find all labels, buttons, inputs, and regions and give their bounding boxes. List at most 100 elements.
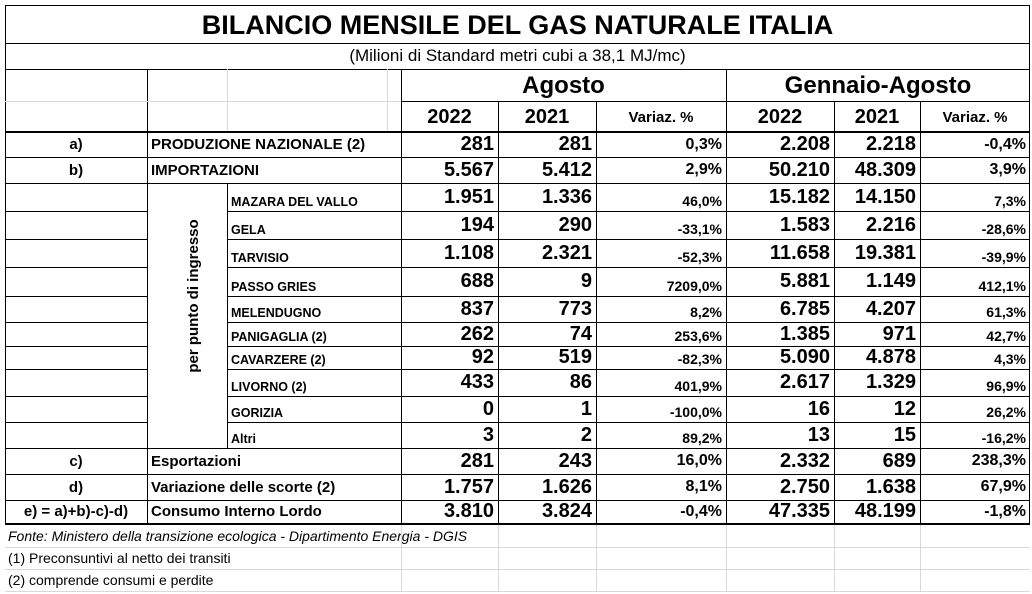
col-border (401, 69, 402, 523)
sheet-gridline (920, 525, 921, 591)
row-border (5, 369, 147, 370)
value-ytd-2022: 5.881 (779, 270, 830, 292)
value-ytd-2021: 2.216 (865, 213, 916, 236)
row-label: PASSO GRIES (231, 280, 317, 294)
value-month-2022: 281 (460, 133, 494, 155)
value-ytd-variation: -0,4% (984, 135, 1026, 153)
table-border (5, 5, 6, 523)
row-border (5, 267, 147, 268)
value-ytd-2021: 15 (893, 423, 916, 446)
value-ytd-2022: 1.385 (779, 322, 830, 345)
value-ytd-variation: 4,3% (994, 351, 1026, 367)
row-border (5, 322, 147, 323)
value-ytd-2021: 1.638 (865, 475, 916, 498)
row-border (227, 239, 1030, 240)
value-ytd-2021: 2.218 (865, 133, 916, 155)
value-month-2022: 1.108 (443, 241, 494, 264)
value-ytd-variation: 238,3% (971, 452, 1026, 469)
sheet-gridline (5, 569, 1030, 570)
value-month-2021: 773 (558, 297, 592, 320)
footnote-source: Fonte: Ministero della transizione ecolo… (8, 528, 468, 544)
value-month-2022: 3.810 (443, 500, 494, 522)
table-border (5, 5, 1030, 6)
value-month-variation: -52,3% (677, 249, 722, 265)
value-month-2021: 1 (580, 397, 592, 420)
row-label: PANIGAGLIA (2) (231, 330, 327, 344)
col-border (596, 101, 597, 523)
col-month-2021: 2021 (524, 105, 570, 128)
row-border (5, 396, 147, 397)
row-border (227, 211, 1030, 212)
value-ytd-variation: 26,2% (986, 404, 1026, 420)
col-border (498, 101, 499, 523)
col-border (147, 69, 148, 523)
value-month-variation: -0,4% (680, 502, 722, 520)
row-border (5, 296, 147, 297)
value-ytd-variation: -16,2% (981, 430, 1026, 446)
value-month-2021: 519 (558, 346, 592, 368)
sheet-gridline (498, 525, 499, 591)
col-ytd-2022: 2022 (757, 105, 803, 128)
period-ytd-header: Gennaio-Agosto (784, 72, 972, 99)
row-label: GORIZIA (231, 406, 284, 420)
value-month-variation: 89,2% (682, 430, 722, 446)
value-ytd-2022: 2.208 (779, 133, 830, 155)
row-label: CAVARZERE (2) (231, 353, 326, 367)
value-month-2021: 86 (569, 371, 592, 393)
value-ytd-2022: 15.182 (768, 185, 830, 208)
table-border (5, 43, 1030, 44)
value-month-2022: 688 (460, 270, 494, 292)
row-code: d) (68, 478, 84, 496)
value-month-variation: 0,3% (685, 135, 722, 153)
row-label: TARVISIO (231, 251, 289, 265)
row-code: a) (69, 136, 83, 153)
value-ytd-2021: 48.199 (854, 500, 916, 522)
value-ytd-2022: 6.785 (779, 297, 830, 320)
vertical-entry-point-label: per punto di ingresso (184, 219, 202, 373)
value-month-2021: 290 (558, 213, 592, 236)
row-label: IMPORTAZIONI (151, 161, 260, 179)
value-ytd-2021: 4.878 (865, 346, 916, 368)
value-month-2022: 262 (460, 322, 494, 345)
row-label: Variazione delle scorte (2) (151, 478, 336, 496)
sheet-gridline (5, 547, 1030, 548)
row-border (5, 211, 147, 212)
row-border (227, 422, 1030, 423)
value-month-variation: -100,0% (669, 404, 722, 420)
col-ytd-variation: Variaz. % (942, 108, 1008, 126)
row-border (5, 346, 147, 347)
row-label: PRODUZIONE NAZIONALE (2) (151, 136, 366, 153)
value-ytd-2022: 5.090 (779, 346, 830, 368)
value-month-variation: 16,0% (676, 452, 722, 469)
col-border (726, 69, 727, 523)
value-month-2022: 433 (460, 371, 494, 393)
value-ytd-variation: 412,1% (978, 278, 1026, 294)
value-ytd-2022: 13 (807, 423, 830, 446)
value-ytd-2022: 2.750 (779, 475, 830, 498)
row-label: LIVORNO (2) (231, 380, 307, 394)
value-ytd-variation: 42,7% (986, 328, 1026, 344)
value-ytd-2021: 971 (882, 322, 916, 345)
value-ytd-variation: 3,9% (989, 161, 1026, 178)
value-month-variation: 46,0% (682, 193, 722, 209)
value-month-2021: 1.626 (541, 475, 592, 498)
row-border (227, 369, 1030, 370)
value-ytd-2022: 2.332 (779, 449, 830, 472)
row-label: GELA (231, 223, 266, 237)
footnote-2: (2) comprende consumi e perdite (8, 572, 214, 588)
row-border (227, 322, 1030, 323)
col-month-variation: Variaz. % (628, 108, 694, 126)
sheet-gridline (401, 525, 402, 591)
value-month-2022: 3 (482, 423, 494, 446)
value-ytd-2021: 1.329 (865, 371, 916, 393)
row-border (227, 396, 1030, 397)
row-label: Esportazioni (151, 452, 242, 470)
footnote-1: (1) Preconsuntivi al netto dei transiti (8, 550, 231, 566)
value-month-variation: -82,3% (677, 351, 722, 367)
value-ytd-variation: 7,3% (994, 193, 1026, 209)
col-ytd-2021: 2021 (854, 105, 900, 128)
value-month-2022: 1.757 (443, 475, 494, 498)
value-month-2021: 281 (558, 133, 592, 155)
value-month-2022: 837 (460, 297, 494, 320)
